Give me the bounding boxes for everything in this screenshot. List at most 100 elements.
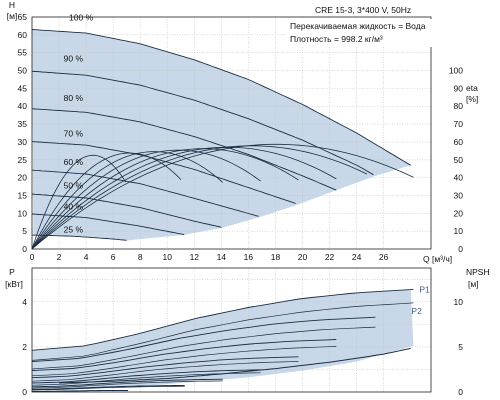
head-curve — [31, 169, 259, 217]
y-tick-label-left: 60 — [18, 30, 28, 40]
efficiency-curve — [31, 151, 223, 250]
curve-label: 60 % — [64, 157, 84, 167]
y-tick-label-left: 30 — [18, 137, 28, 147]
efficiency-curve — [31, 143, 414, 250]
x-tick-label: 10 — [163, 252, 173, 262]
power-curve-p1 — [31, 356, 299, 379]
y-tick-label-right: 20 — [454, 208, 464, 218]
y-tick-label-left: 15 — [18, 190, 28, 200]
y-tick-label-right: 80 — [454, 101, 464, 111]
power-curve-p1 — [31, 288, 414, 351]
y-tick-label-right: 10 — [454, 226, 464, 236]
power-curve-p1 — [31, 369, 261, 384]
y-axis-unit-right: [м] — [468, 279, 479, 289]
x-tick-label: 14 — [217, 252, 227, 262]
y-axis-title-right: eta — [466, 83, 478, 93]
plot-frame-bottom — [31, 267, 432, 393]
y-tick-label-right: 100 — [449, 66, 463, 76]
x-axis-title: Q [м³/ч] — [423, 254, 452, 264]
curve-label: 40 % — [64, 202, 84, 212]
plot-frame-top — [31, 16, 432, 250]
y-tick-label-left: 25 — [18, 155, 28, 165]
head-curve — [31, 234, 127, 241]
y-axis-title-right: NPSH — [466, 267, 490, 277]
efficiency-curve — [31, 154, 126, 250]
curve-label: 50 % — [64, 180, 84, 190]
power-curve-p2 — [31, 385, 185, 391]
head-curve — [31, 70, 374, 176]
efficiency-curve — [31, 152, 182, 250]
y-tick-label-left: 2 — [22, 342, 27, 352]
head-curve — [31, 141, 296, 204]
power-curve-p1 — [31, 339, 337, 372]
y-tick-label-left: 35 — [18, 119, 28, 129]
curve-label: 70 % — [64, 129, 84, 139]
y-tick-label-left: 40 — [18, 101, 28, 111]
efficiency-curve — [31, 149, 261, 250]
y-tick-label-right: 60 — [454, 137, 464, 147]
curve-label: 80 % — [64, 93, 84, 103]
x-tick-label: 4 — [84, 252, 89, 262]
y-tick-label-left: 45 — [18, 83, 28, 93]
y-axis-title-left: P — [9, 267, 15, 277]
npsh-curve — [59, 347, 411, 384]
power-curve-p2 — [31, 302, 414, 361]
x-tick-label: 16 — [244, 252, 254, 262]
y-axis-unit-right: [%] — [466, 94, 478, 104]
x-tick-label: 18 — [271, 252, 281, 262]
head-curve — [31, 193, 222, 228]
power-curve-p2 — [31, 326, 376, 370]
curve-label: 100 % — [69, 13, 94, 23]
y-axis-title-left: H — [9, 0, 15, 10]
curve-label: 90 % — [64, 54, 84, 64]
y-tick-label-left: 50 — [18, 66, 28, 76]
y-tick-label-right: 5 — [458, 342, 463, 352]
power-curve-p2 — [31, 380, 223, 389]
x-tick-label: 6 — [111, 252, 116, 262]
x-tick-label: 12 — [190, 252, 200, 262]
efficiency-curve — [31, 148, 299, 250]
power-area — [32, 289, 414, 390]
y-axis-unit-left: [кВт] — [5, 279, 23, 289]
power-curve-p1 — [32, 384, 185, 390]
y-tick-label-right: 70 — [454, 119, 464, 129]
y-tick-label-left: 0 — [22, 387, 27, 397]
power-curve-p2 — [31, 346, 337, 377]
annotation-background — [286, 19, 456, 47]
x-tick-label: 2 — [57, 252, 62, 262]
y-tick-label-left: 4 — [22, 297, 27, 307]
x-tick-label: 26 — [379, 252, 389, 262]
power-curve-p2 — [31, 361, 299, 382]
y-tick-label-left: 0 — [22, 244, 27, 254]
title-background — [310, 3, 460, 16]
y-tick-label-right: 10 — [454, 297, 464, 307]
series-label-p2: P2 — [411, 306, 422, 316]
y-tick-label-left: 10 — [18, 208, 28, 218]
power-curve-p2 — [32, 390, 128, 392]
power-curve-p1 — [31, 316, 376, 363]
y-tick-label-right: 30 — [454, 190, 464, 200]
y-tick-label-left: 65 — [18, 12, 28, 22]
curve-label: 25 % — [64, 225, 84, 235]
x-tick-label: 22 — [325, 252, 335, 262]
x-tick-label: 24 — [352, 252, 362, 262]
x-tick-label: 8 — [138, 252, 143, 262]
power-curve-p1 — [31, 378, 223, 388]
head-curve — [31, 29, 411, 166]
y-tick-label-right: 90 — [454, 83, 464, 93]
y-tick-label-right: 0 — [458, 244, 463, 254]
y-tick-label-right: 50 — [454, 155, 464, 165]
x-tick-label: 0 — [30, 252, 35, 262]
y-axis-unit-left: [м] — [7, 11, 18, 21]
y-tick-label-left: 20 — [18, 173, 28, 183]
chart-title: CRE 15-3, 3*400 V, 50Hz — [315, 5, 411, 15]
chart-annotation: Перекачиваемая жидкость = Вода — [290, 21, 426, 31]
y-tick-label-right: 40 — [454, 173, 464, 183]
head-curve — [31, 213, 185, 236]
efficiency-curve — [31, 145, 368, 250]
head-curve — [31, 108, 337, 191]
y-tick-label-left: 5 — [22, 226, 27, 236]
chart-annotation: Плотность = 998.2 кг/м³ — [290, 34, 383, 44]
x-tick-label: 20 — [298, 252, 308, 262]
